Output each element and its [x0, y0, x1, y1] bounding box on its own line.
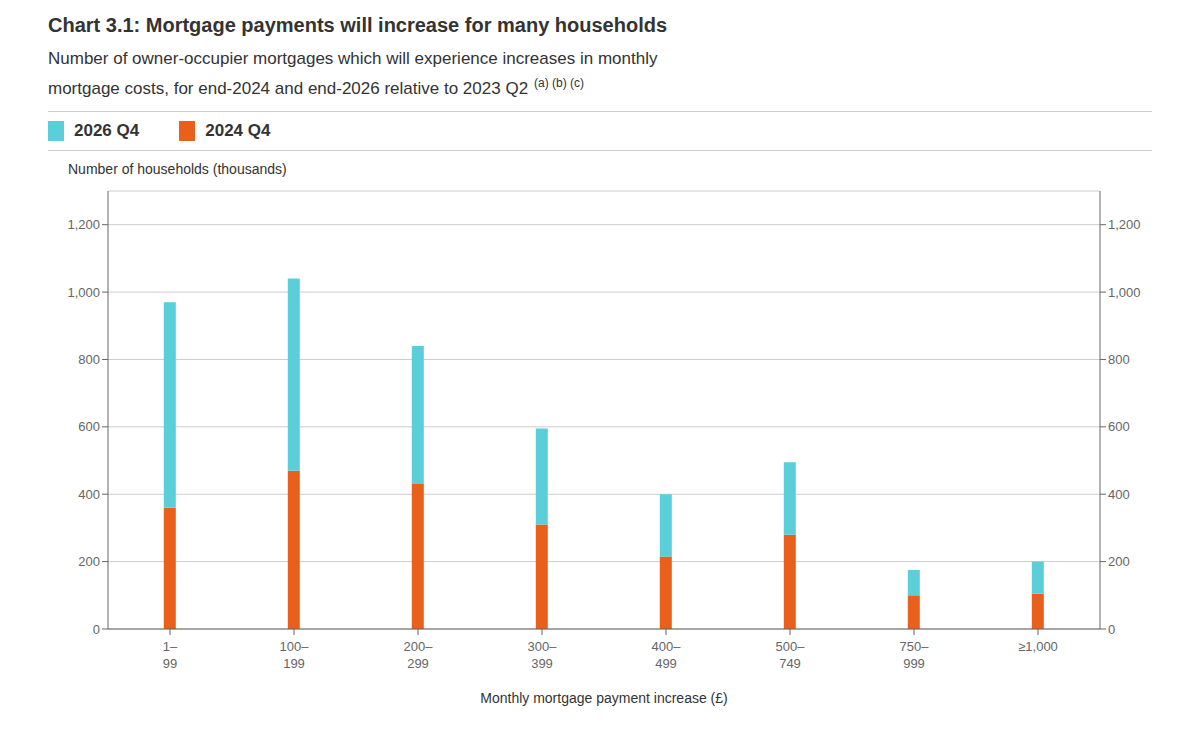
svg-text:500–749: 500–749 [776, 639, 806, 671]
svg-text:1,200: 1,200 [1108, 217, 1141, 232]
svg-text:0: 0 [93, 621, 100, 636]
svg-text:400: 400 [78, 487, 100, 502]
svg-text:750–999: 750–999 [900, 639, 930, 671]
html-text:mortgage costs, for end-2024 a: mortgage costs, for end-2024 and end-202… [48, 76, 585, 98]
svg-text:200: 200 [78, 554, 100, 569]
svg-text:0: 0 [1108, 621, 1115, 636]
svg-text:1,200: 1,200 [67, 217, 100, 232]
svg-text:1,000: 1,000 [67, 284, 100, 299]
svg-text:Monthly mortgage payment incre: Monthly mortgage payment increase (£) [480, 690, 727, 706]
svg-text:1,000: 1,000 [1108, 284, 1141, 299]
svg-text:600: 600 [1108, 419, 1130, 434]
html-text:Number of owner-occupier mortg: Number of owner-occupier mortgages which… [48, 49, 658, 68]
svg-text:800: 800 [78, 352, 100, 367]
svg-text:1–99: 1–99 [163, 639, 178, 671]
html-text:Chart 3.1: Mortgage payments w: Chart 3.1: Mortgage payments will increa… [48, 14, 667, 36]
html-text:2024 Q4: 2024 Q4 [205, 120, 271, 140]
svg-text:400–499: 400–499 [652, 639, 682, 671]
svg-text:800: 800 [1108, 352, 1130, 367]
html-text:Number of households (thousand: Number of households (thousands) [68, 160, 287, 177]
svg-text:600: 600 [78, 419, 100, 434]
html-text:2026 Q4: 2026 Q4 [74, 120, 140, 140]
svg-text:400: 400 [1108, 487, 1130, 502]
svg-text:200–299: 200–299 [404, 639, 434, 671]
svg-text:100–199: 100–199 [280, 639, 310, 671]
svg-text:300–399: 300–399 [528, 639, 558, 671]
svg-text:200: 200 [1108, 554, 1130, 569]
svg-text:≥1,000: ≥1,000 [1018, 639, 1058, 654]
